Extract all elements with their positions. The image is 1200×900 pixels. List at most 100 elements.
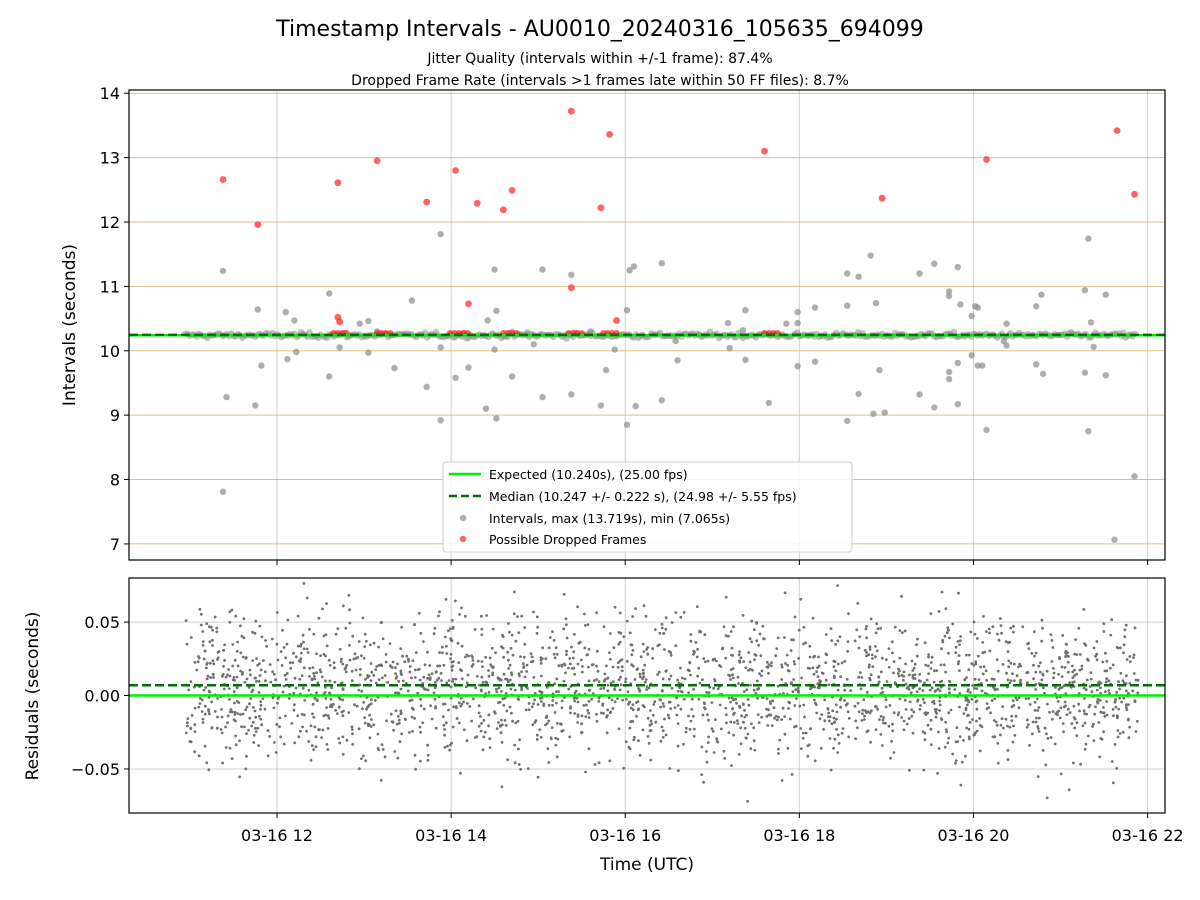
- residual-point: [975, 719, 978, 723]
- residual-point: [407, 659, 410, 663]
- residual-point: [456, 641, 460, 645]
- residual-point: [555, 701, 558, 705]
- residual-point: [362, 656, 366, 660]
- residual-point: [957, 660, 961, 663]
- residual-point: [536, 775, 540, 779]
- interval-point: [1038, 291, 1045, 298]
- residual-point: [282, 646, 286, 649]
- residual-point: [869, 617, 873, 621]
- residual-point: [787, 707, 790, 710]
- residual-point: [617, 661, 620, 665]
- residual-point: [613, 688, 616, 691]
- residual-point: [342, 709, 345, 713]
- residual-point: [1105, 669, 1109, 673]
- residual-point: [649, 719, 653, 723]
- residual-point: [1111, 781, 1115, 785]
- residual-point: [249, 673, 252, 677]
- residual-point: [1066, 707, 1070, 711]
- residual-point: [345, 738, 349, 742]
- residual-point: [572, 650, 576, 654]
- residual-point: [937, 730, 940, 734]
- interval-point: [1081, 369, 1089, 376]
- residual-point: [406, 689, 410, 693]
- residual-point: [260, 635, 264, 639]
- residual-point: [958, 643, 961, 647]
- residual-point: [193, 706, 197, 710]
- y-tick-label: 12: [100, 213, 120, 232]
- residual-point: [428, 678, 432, 681]
- residual-point: [937, 747, 941, 750]
- residual-point: [197, 754, 201, 758]
- residual-point: [674, 644, 678, 648]
- residual-point: [240, 634, 244, 638]
- residual-point: [301, 725, 304, 729]
- residual-point: [983, 691, 987, 695]
- residual-point: [685, 726, 688, 730]
- residual-point: [1067, 655, 1070, 658]
- residual-point: [491, 673, 494, 677]
- residual-point: [374, 681, 378, 685]
- residual-point: [1072, 704, 1076, 708]
- residual-point: [1102, 622, 1106, 626]
- residual-point: [1045, 669, 1049, 673]
- residual-point: [326, 748, 330, 751]
- residual-point: [419, 704, 423, 708]
- residual-point: [1117, 680, 1120, 684]
- residual-point: [220, 731, 224, 735]
- residual-point: [753, 628, 756, 631]
- residual-point: [379, 621, 383, 625]
- residual-point: [482, 735, 486, 739]
- residual-point: [1001, 663, 1005, 666]
- residual-point: [981, 672, 985, 676]
- residual-point: [1083, 642, 1086, 646]
- residual-point: [879, 733, 883, 736]
- residual-point: [308, 675, 311, 678]
- residual-point: [626, 690, 630, 694]
- residual-point: [407, 657, 410, 661]
- residual-point: [1062, 684, 1066, 688]
- residual-point: [1040, 639, 1044, 643]
- residual-point: [312, 715, 316, 719]
- legend-intervals-swatch: [459, 514, 467, 522]
- residual-point: [918, 707, 922, 711]
- residual-point: [573, 691, 577, 695]
- residual-point: [239, 713, 242, 716]
- residual-point: [293, 703, 296, 707]
- residual-point: [259, 707, 262, 711]
- residual-point: [909, 691, 913, 695]
- residual-point: [458, 613, 461, 616]
- residual-point: [1030, 652, 1034, 655]
- dropped-frame-point: [1131, 190, 1138, 198]
- residual-point: [1110, 618, 1114, 622]
- residual-point: [710, 727, 714, 731]
- interval-point: [437, 231, 444, 238]
- residual-point: [465, 653, 469, 657]
- residual-point: [485, 614, 488, 617]
- residual-point: [1000, 717, 1004, 721]
- residual-point: [825, 653, 829, 657]
- residual-point: [962, 739, 965, 742]
- residual-point: [676, 704, 680, 707]
- residual-point: [979, 665, 982, 669]
- residual-point: [948, 680, 952, 684]
- residual-point: [797, 657, 801, 660]
- residual-point: [1046, 736, 1050, 740]
- residual-point: [1105, 713, 1109, 717]
- residual-point: [536, 733, 539, 737]
- residual-point: [752, 688, 756, 692]
- residual-point: [595, 712, 598, 716]
- residual-point: [532, 702, 535, 706]
- residual-point: [477, 711, 481, 715]
- residual-point: [940, 590, 944, 594]
- residual-point: [239, 669, 243, 673]
- residual-point: [572, 697, 576, 700]
- residual-point: [1061, 722, 1065, 725]
- residual-point: [1012, 679, 1016, 682]
- residual-point: [487, 724, 490, 728]
- residual-point: [547, 761, 551, 764]
- residual-point: [689, 633, 693, 636]
- residual-point: [1027, 697, 1031, 700]
- residual-point: [1111, 663, 1115, 667]
- residual-point: [967, 653, 971, 657]
- residual-point: [254, 715, 258, 719]
